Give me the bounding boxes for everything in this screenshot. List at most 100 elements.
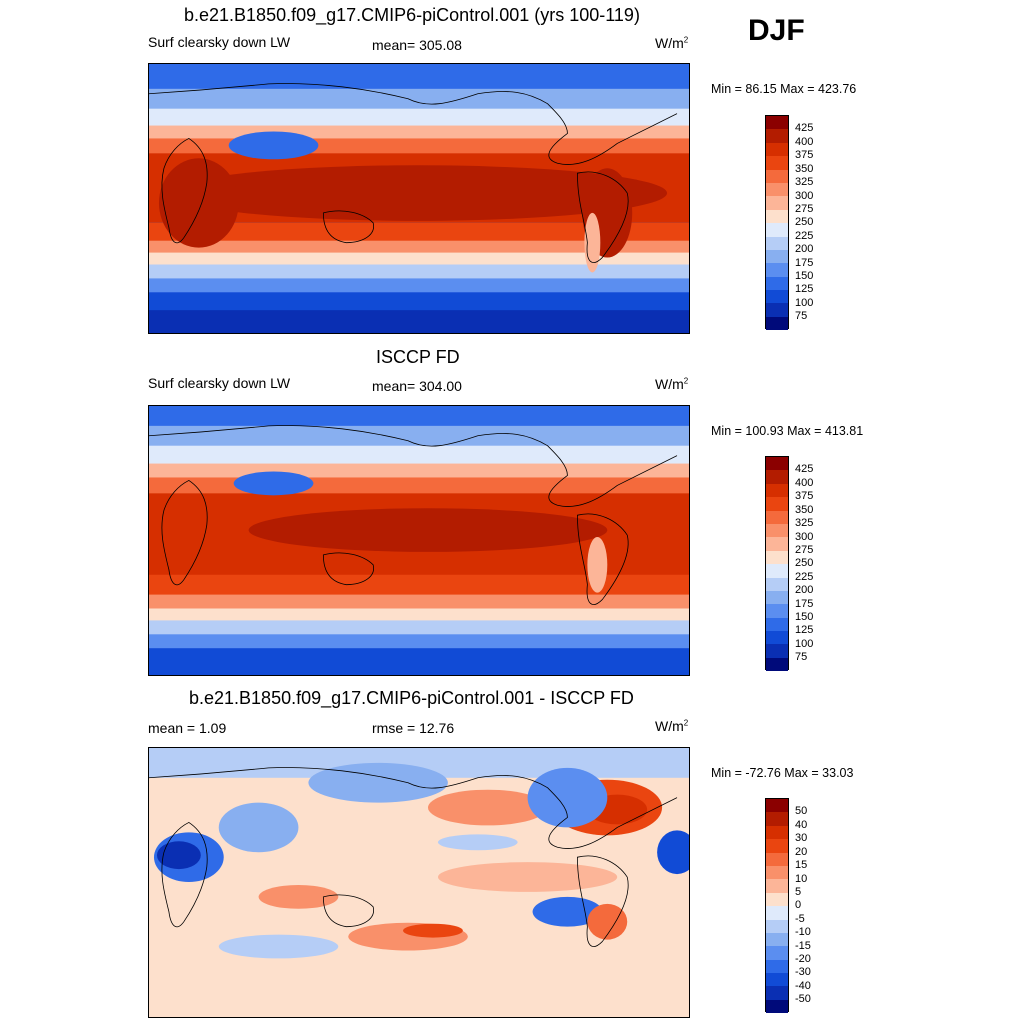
colorbar-swatch	[766, 276, 788, 291]
panel1-title: b.e21.B1850.f09_g17.CMIP6-piControl.001 …	[184, 5, 640, 25]
colorbar-swatch	[766, 577, 788, 591]
colorbar-swatch	[766, 223, 788, 237]
colorbar-swatch	[766, 919, 788, 933]
colorbar-tick-label: 175	[795, 598, 814, 610]
colorbar-swatch	[766, 169, 788, 183]
colorbar-tick-label: 350	[795, 504, 814, 516]
colorbar-tick-label: 30	[795, 832, 808, 844]
panel3-minmax: Min = -72.76 Max = 33.03	[711, 766, 854, 780]
panel2-mean-label: mean= 304.00	[372, 378, 462, 394]
colorbar-tick-label: 75	[795, 310, 808, 322]
colorbar-tick-label: 175	[795, 257, 814, 269]
colorbar-swatch	[766, 537, 788, 551]
colorbar-swatch	[766, 510, 788, 524]
panel2-colorbar	[765, 456, 789, 671]
colorbar-tick-label: 250	[795, 557, 814, 569]
colorbar-swatch	[766, 839, 788, 853]
colorbar-swatch	[766, 892, 788, 907]
colorbar-tick-label: -40	[795, 980, 811, 992]
colorbar-tick-label: 125	[795, 624, 814, 636]
colorbar-swatch	[766, 825, 788, 840]
colorbar-tick-label: 0	[795, 899, 802, 911]
colorbar-tick-label: 200	[795, 584, 814, 596]
colorbar-swatch	[766, 644, 788, 658]
colorbar-tick-label: 225	[795, 571, 814, 583]
colorbar-tick-label: 375	[795, 490, 814, 502]
panel1-variable-label: Surf clearsky down LW	[148, 34, 291, 50]
panel1-minmax: Min = 86.15 Max = 423.76	[711, 82, 857, 96]
colorbar-tick-label: -20	[795, 953, 811, 965]
colorbar-swatch	[766, 263, 788, 277]
season-label: DJF	[748, 14, 805, 47]
colorbar-swatch	[766, 497, 788, 511]
colorbar-tick-label: 325	[795, 517, 814, 529]
panel1-colorbar-labels: 425 400 375 350 325 300 275 250 225 200 …	[795, 115, 855, 329]
colorbar-swatch	[766, 879, 788, 893]
colorbar-swatch	[766, 590, 788, 605]
colorbar-tick-label: 75	[795, 651, 808, 663]
colorbar-swatch	[766, 182, 788, 197]
colorbar-swatch	[766, 564, 788, 578]
panel2-title: ISCCP FD	[376, 347, 460, 367]
panel3-colorbar	[765, 798, 789, 1013]
colorbar-tick-label: 425	[795, 463, 814, 475]
panel2-minmax: Min = 100.93 Max = 413.81	[711, 424, 864, 438]
colorbar-tick-label: 250	[795, 216, 814, 228]
colorbar-tick-label: 225	[795, 230, 814, 242]
panel2-colorbar-labels: 425 400 375 350 325 300 275 250 225 200 …	[795, 456, 855, 670]
colorbar-swatch	[766, 457, 788, 471]
colorbar-tick-label: 150	[795, 611, 814, 623]
colorbar-tick-label: 425	[795, 122, 814, 134]
colorbar-tick-label: 325	[795, 176, 814, 188]
colorbar-tick-label: -50	[795, 993, 811, 1005]
colorbar-swatch	[766, 865, 788, 880]
colorbar-swatch	[766, 946, 788, 960]
colorbar-swatch	[766, 129, 788, 143]
panel2-map	[148, 405, 690, 676]
colorbar-swatch	[766, 932, 788, 947]
colorbar-tick-label: 350	[795, 163, 814, 175]
colorbar-tick-label: 275	[795, 544, 814, 556]
colorbar-swatch	[766, 196, 788, 210]
colorbar-tick-label: 10	[795, 873, 808, 885]
panel3-units: W/m2	[655, 718, 689, 734]
colorbar-tick-label: 200	[795, 243, 814, 255]
colorbar-tick-label: -30	[795, 966, 811, 978]
colorbar-swatch	[766, 290, 788, 304]
colorbar-swatch	[766, 116, 788, 130]
panel1-units: W/m2	[655, 35, 689, 51]
panel3-map	[148, 747, 690, 1018]
colorbar-swatch	[766, 799, 788, 813]
colorbar-swatch	[766, 550, 788, 565]
panel1-map	[148, 63, 690, 334]
colorbar-swatch	[766, 142, 788, 157]
colorbar-tick-label: 300	[795, 531, 814, 543]
colorbar-swatch	[766, 631, 788, 645]
colorbar-tick-label: 5	[795, 886, 802, 898]
panel1-mean-label: mean= 305.08	[372, 37, 462, 53]
colorbar-swatch	[766, 483, 788, 498]
colorbar-swatch	[766, 156, 788, 170]
colorbar-tick-label: -10	[795, 926, 811, 938]
colorbar-swatch	[766, 303, 788, 317]
colorbar-tick-label: 20	[795, 846, 808, 858]
colorbar-tick-label: 15	[795, 859, 808, 871]
colorbar-tick-label: 40	[795, 819, 808, 831]
colorbar-tick-label: -5	[795, 913, 805, 925]
colorbar-swatch	[766, 973, 788, 987]
panel3-mean-label: mean = 1.09	[148, 720, 227, 736]
colorbar-tick-label: 150	[795, 270, 814, 282]
colorbar-swatch	[766, 906, 788, 920]
colorbar-swatch	[766, 999, 788, 1013]
colorbar-swatch	[766, 852, 788, 866]
colorbar-swatch	[766, 657, 788, 671]
colorbar-tick-label: -15	[795, 940, 811, 952]
panel3-title: b.e21.B1850.f09_g17.CMIP6-piControl.001 …	[189, 688, 634, 708]
colorbar-swatch	[766, 617, 788, 632]
colorbar-swatch	[766, 986, 788, 1000]
colorbar-tick-label: 100	[795, 297, 814, 309]
colorbar-swatch	[766, 812, 788, 826]
colorbar-swatch	[766, 604, 788, 618]
colorbar-tick-label: 300	[795, 190, 814, 202]
colorbar-swatch	[766, 316, 788, 330]
